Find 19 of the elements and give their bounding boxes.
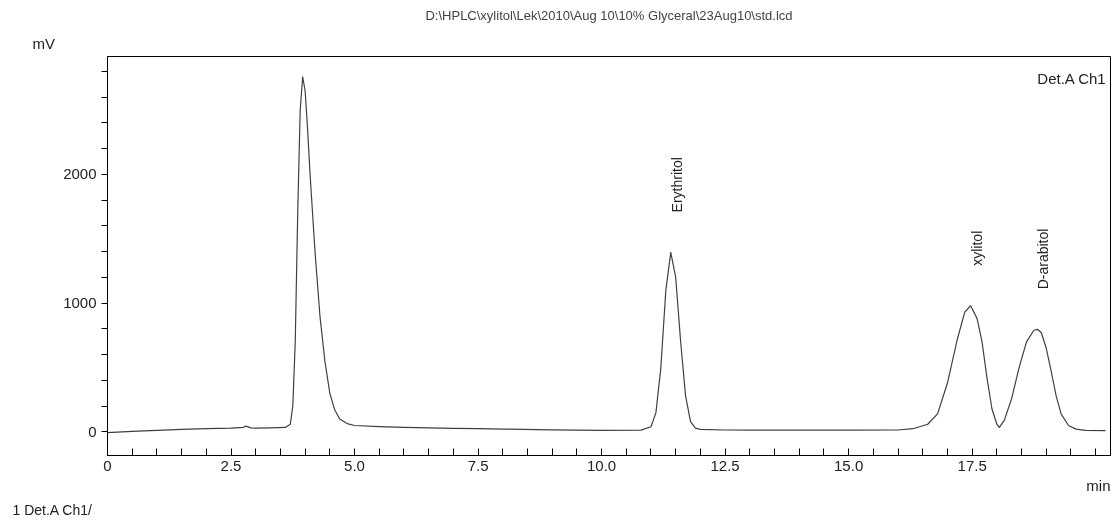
y-tick-label: 2000 [63, 165, 97, 183]
chart-title: D:\HPLC\xylitol\Lek\2010\Aug 10\10% Glyceral\23Aug10\std.lcd [425, 7, 793, 23]
x-tick-label: 10.0 [586, 456, 617, 474]
x-tick-label: 2.5 [220, 456, 242, 474]
y-axis-title: mV [32, 34, 55, 52]
x-tick-label: 0 [103, 456, 112, 474]
annotation: xylitol [968, 230, 985, 266]
y-tick-label: 0 [88, 422, 97, 440]
x-tick-label: 15.0 [834, 456, 864, 474]
annotation: D-arabitol [1035, 228, 1052, 290]
x-tick-label: 5.0 [344, 456, 365, 474]
text: 1 Det.A Ch1/ [12, 501, 92, 518]
x-axis-title: min [1086, 476, 1111, 494]
x-tick-label: 7.5 [467, 456, 489, 474]
x-tick-label: 12.5 [710, 456, 740, 474]
x-tick-label: 17.5 [957, 456, 987, 474]
annotation: Det.A Ch1 [1037, 69, 1106, 87]
y-tick-label: 1000 [63, 294, 97, 312]
annotation: Erythritol [668, 157, 685, 213]
